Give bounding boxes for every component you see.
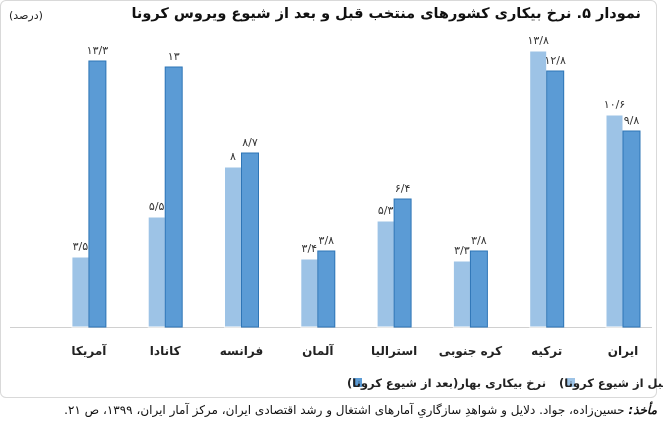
data-label: ۳/۵	[73, 240, 89, 253]
data-label: ۱۳/۸	[527, 34, 549, 47]
category-label: فرانسه	[220, 344, 263, 358]
bar-before	[529, 50, 548, 328]
data-label: ۹/۸	[624, 114, 640, 127]
source-note: مأخذ: حسین‌زاده، جواد. دلایل و شواهدِ سا…	[7, 403, 657, 417]
data-label: ۶/۴	[395, 182, 411, 195]
bar-after	[88, 60, 107, 328]
data-label: ۳/۳	[454, 244, 470, 257]
data-label: ۸/۷	[242, 136, 258, 149]
bar-after	[317, 250, 336, 328]
legend-label-before: نرخ بیکاری زمستان (قبل از شیوع کرونا)	[559, 376, 663, 391]
bar-before	[71, 256, 90, 328]
legend-swatch-before	[566, 378, 575, 387]
data-label: ۳/۸	[319, 234, 335, 247]
category-label: آمریکا	[71, 343, 107, 358]
bar-before	[224, 166, 242, 328]
chart-title: نمودار ۵. نرخ بیکاری کشورهای منتخب قبل و…	[131, 6, 641, 22]
data-label: ۵/۳	[378, 204, 394, 217]
bar-after	[241, 152, 259, 328]
category-label: کانادا	[150, 344, 181, 358]
category-label: استرالیا	[371, 344, 417, 358]
bar-before	[605, 114, 624, 328]
bar-before	[452, 260, 471, 328]
bar-after	[469, 250, 488, 328]
bar-after	[546, 70, 565, 328]
bar-after	[622, 130, 641, 328]
bar-before	[300, 258, 319, 328]
data-label: ۳/۸	[471, 234, 487, 247]
bar-before	[376, 220, 395, 328]
data-label: ۵/۵	[149, 200, 165, 213]
bar-before	[147, 216, 166, 328]
data-label: ۱۰/۶	[604, 98, 625, 111]
legend-label-after: نرخ بیکاری بهار(بعد از شیوع کرونا)	[347, 376, 546, 391]
category-label: ایران	[608, 344, 638, 358]
source-lead: مأخذ:	[628, 403, 657, 417]
legend-swatch-after	[353, 378, 362, 387]
bar-after	[164, 66, 183, 328]
unit-label: (درصد)	[9, 9, 43, 22]
data-label: ۱۳/۳	[87, 44, 109, 57]
data-label: ۳/۴	[302, 242, 318, 255]
category-label: ترکیه	[531, 344, 562, 358]
data-label: ۸	[230, 150, 236, 163]
source-text: حسین‌زاده، جواد. دلایل و شواهدِ سازگاریِ…	[64, 403, 629, 417]
data-label: ۱۳	[168, 50, 180, 63]
category-label: آلمان	[302, 343, 334, 358]
data-label: ۱۲/۸	[544, 54, 566, 67]
category-label: کره جنوبی	[439, 344, 502, 359]
bar-after	[393, 198, 412, 328]
